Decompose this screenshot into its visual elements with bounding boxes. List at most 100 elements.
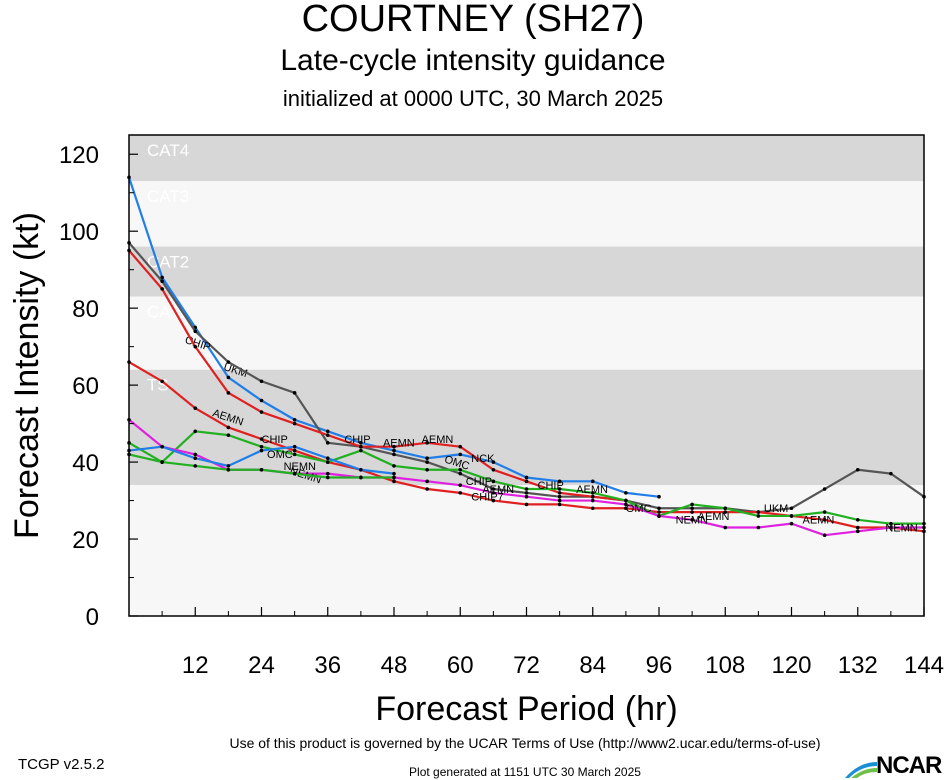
data-point [458,491,463,495]
data-point [425,487,429,491]
data-point [226,391,231,395]
data-point [259,437,264,441]
data-point [690,506,694,511]
model-tag: AEMN [422,434,454,446]
data-point [458,444,463,449]
data-point [226,375,231,380]
data-point [557,498,562,503]
series-group [127,452,396,480]
category-band [129,181,924,247]
data-point [557,491,562,495]
x-tick-label: 108 [705,652,745,679]
data-point [226,360,231,364]
data-point [392,464,396,468]
data-point [392,471,396,476]
data-point [160,460,164,464]
x-tick-label: 120 [771,652,811,679]
data-point [425,441,429,445]
data-point [325,433,330,437]
series-group [127,444,396,476]
data-point [160,279,164,284]
data-point [392,444,396,449]
data-point [590,506,595,511]
data-point [889,521,893,526]
x-axis-label: Forecast Period (hr) [375,690,677,728]
data-point [624,498,628,503]
x-tick-label: 60 [447,652,474,679]
x-tick-label: 72 [513,652,540,679]
y-axis-label: Forecast Intensity (kt) [8,212,46,539]
data-point [557,479,562,484]
data-point [723,510,728,514]
data-point [458,471,463,476]
data-point [756,514,761,518]
data-point [359,441,363,445]
y-tick-label: 20 [72,527,99,554]
data-point [524,479,529,484]
data-point [789,506,794,511]
data-point [657,506,661,511]
data-point [359,467,363,472]
data-point [392,479,396,484]
y-tick-label: 60 [72,373,99,400]
data-point [292,421,297,426]
data-point [160,275,164,280]
data-point [855,467,860,472]
ncar-logo-icon [845,762,877,778]
data-point [889,471,893,476]
data-point [425,467,429,472]
data-point [325,471,330,476]
data-point [193,464,198,468]
model-tag: UKM [764,503,788,515]
category-label: CAT2 [147,253,189,272]
data-point [259,398,264,403]
data-point [193,329,198,334]
data-point [392,475,396,480]
data-point [590,479,595,484]
category-band [129,135,924,182]
data-point [259,448,264,453]
data-point [624,506,628,511]
data-point [292,471,297,476]
data-point [259,444,264,449]
data-point [690,510,694,514]
data-point [657,514,661,518]
data-point [756,510,761,514]
y-tick-label: 80 [72,296,99,323]
model-tag: NEMN [885,522,917,534]
data-point [160,379,164,384]
model-tag: OMC [626,503,652,515]
ncar-logo-text: NCAR [876,752,942,779]
y-tick-label: 120 [59,142,99,169]
model-tag: AEMN [698,511,730,523]
data-point [756,525,761,530]
x-tick-label: 36 [314,652,341,679]
data-point [491,491,496,495]
x-tick-label: 48 [381,652,408,679]
x-tick-label: 24 [248,652,275,679]
data-point [557,494,562,499]
data-point [524,491,529,495]
x-tick-label: 84 [579,652,606,679]
data-point [855,529,860,534]
model-tag: AEMN [803,515,835,527]
data-point [425,460,429,464]
category-label: CAT4 [147,141,189,160]
data-point [425,456,429,461]
data-point [160,444,164,449]
model-tag: CHIP [466,476,492,488]
data-point [259,410,264,414]
x-tick-label: 12 [182,652,209,679]
x-tick-label: 132 [838,652,878,679]
category-label: CAT3 [147,187,189,206]
data-point [325,460,330,464]
model-tag: AEMN [576,484,608,496]
data-point [624,502,628,507]
data-point [359,444,363,449]
data-point [458,452,463,457]
y-tick-label: 100 [59,219,99,246]
data-point [425,479,429,484]
data-point [226,425,231,430]
data-point [392,448,396,453]
data-point [193,344,198,349]
